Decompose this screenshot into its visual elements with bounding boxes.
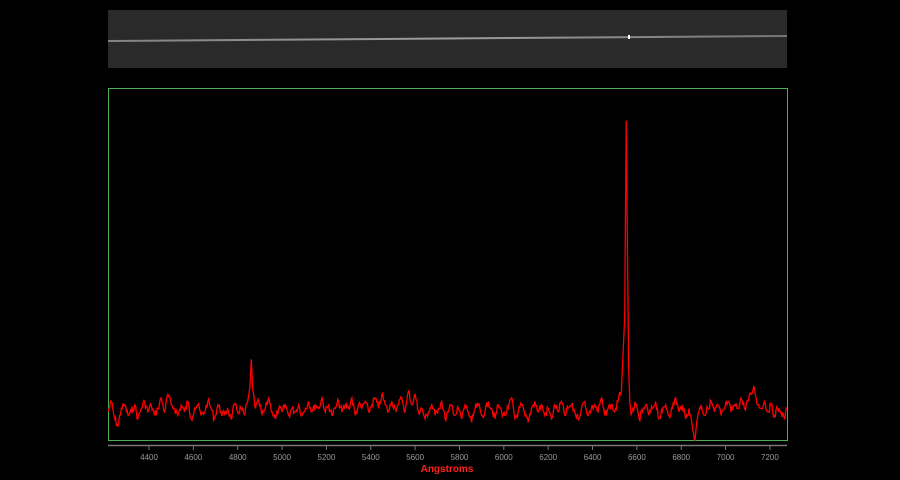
x-tick-label: 4800 [229, 453, 247, 462]
x-tick-label: 6000 [495, 453, 513, 462]
plot-frame [108, 88, 788, 441]
x-tick-label: 6200 [539, 453, 557, 462]
spectrum-line [107, 120, 788, 442]
spectrum-trace [108, 35, 787, 42]
h-alpha-emission-spot [628, 35, 630, 39]
x-tick-label: 6600 [628, 453, 646, 462]
x-tick-label: 4400 [140, 453, 158, 462]
x-tick-label: 4600 [184, 453, 202, 462]
x-tick-label: 5800 [451, 453, 469, 462]
x-tick-label: 5400 [362, 453, 380, 462]
x-tick-label: 6800 [672, 453, 690, 462]
x-tick-label: 7200 [761, 453, 779, 462]
x-tick-label: 7000 [717, 453, 735, 462]
x-axis-label: Angstroms [421, 464, 474, 475]
2d-spectrum-strip-image [108, 10, 787, 68]
x-tick-label: 5200 [318, 453, 336, 462]
x-tick-label: 6400 [584, 453, 602, 462]
x-tick-label: 5000 [273, 453, 291, 462]
x-tick-label: 5600 [406, 453, 424, 462]
